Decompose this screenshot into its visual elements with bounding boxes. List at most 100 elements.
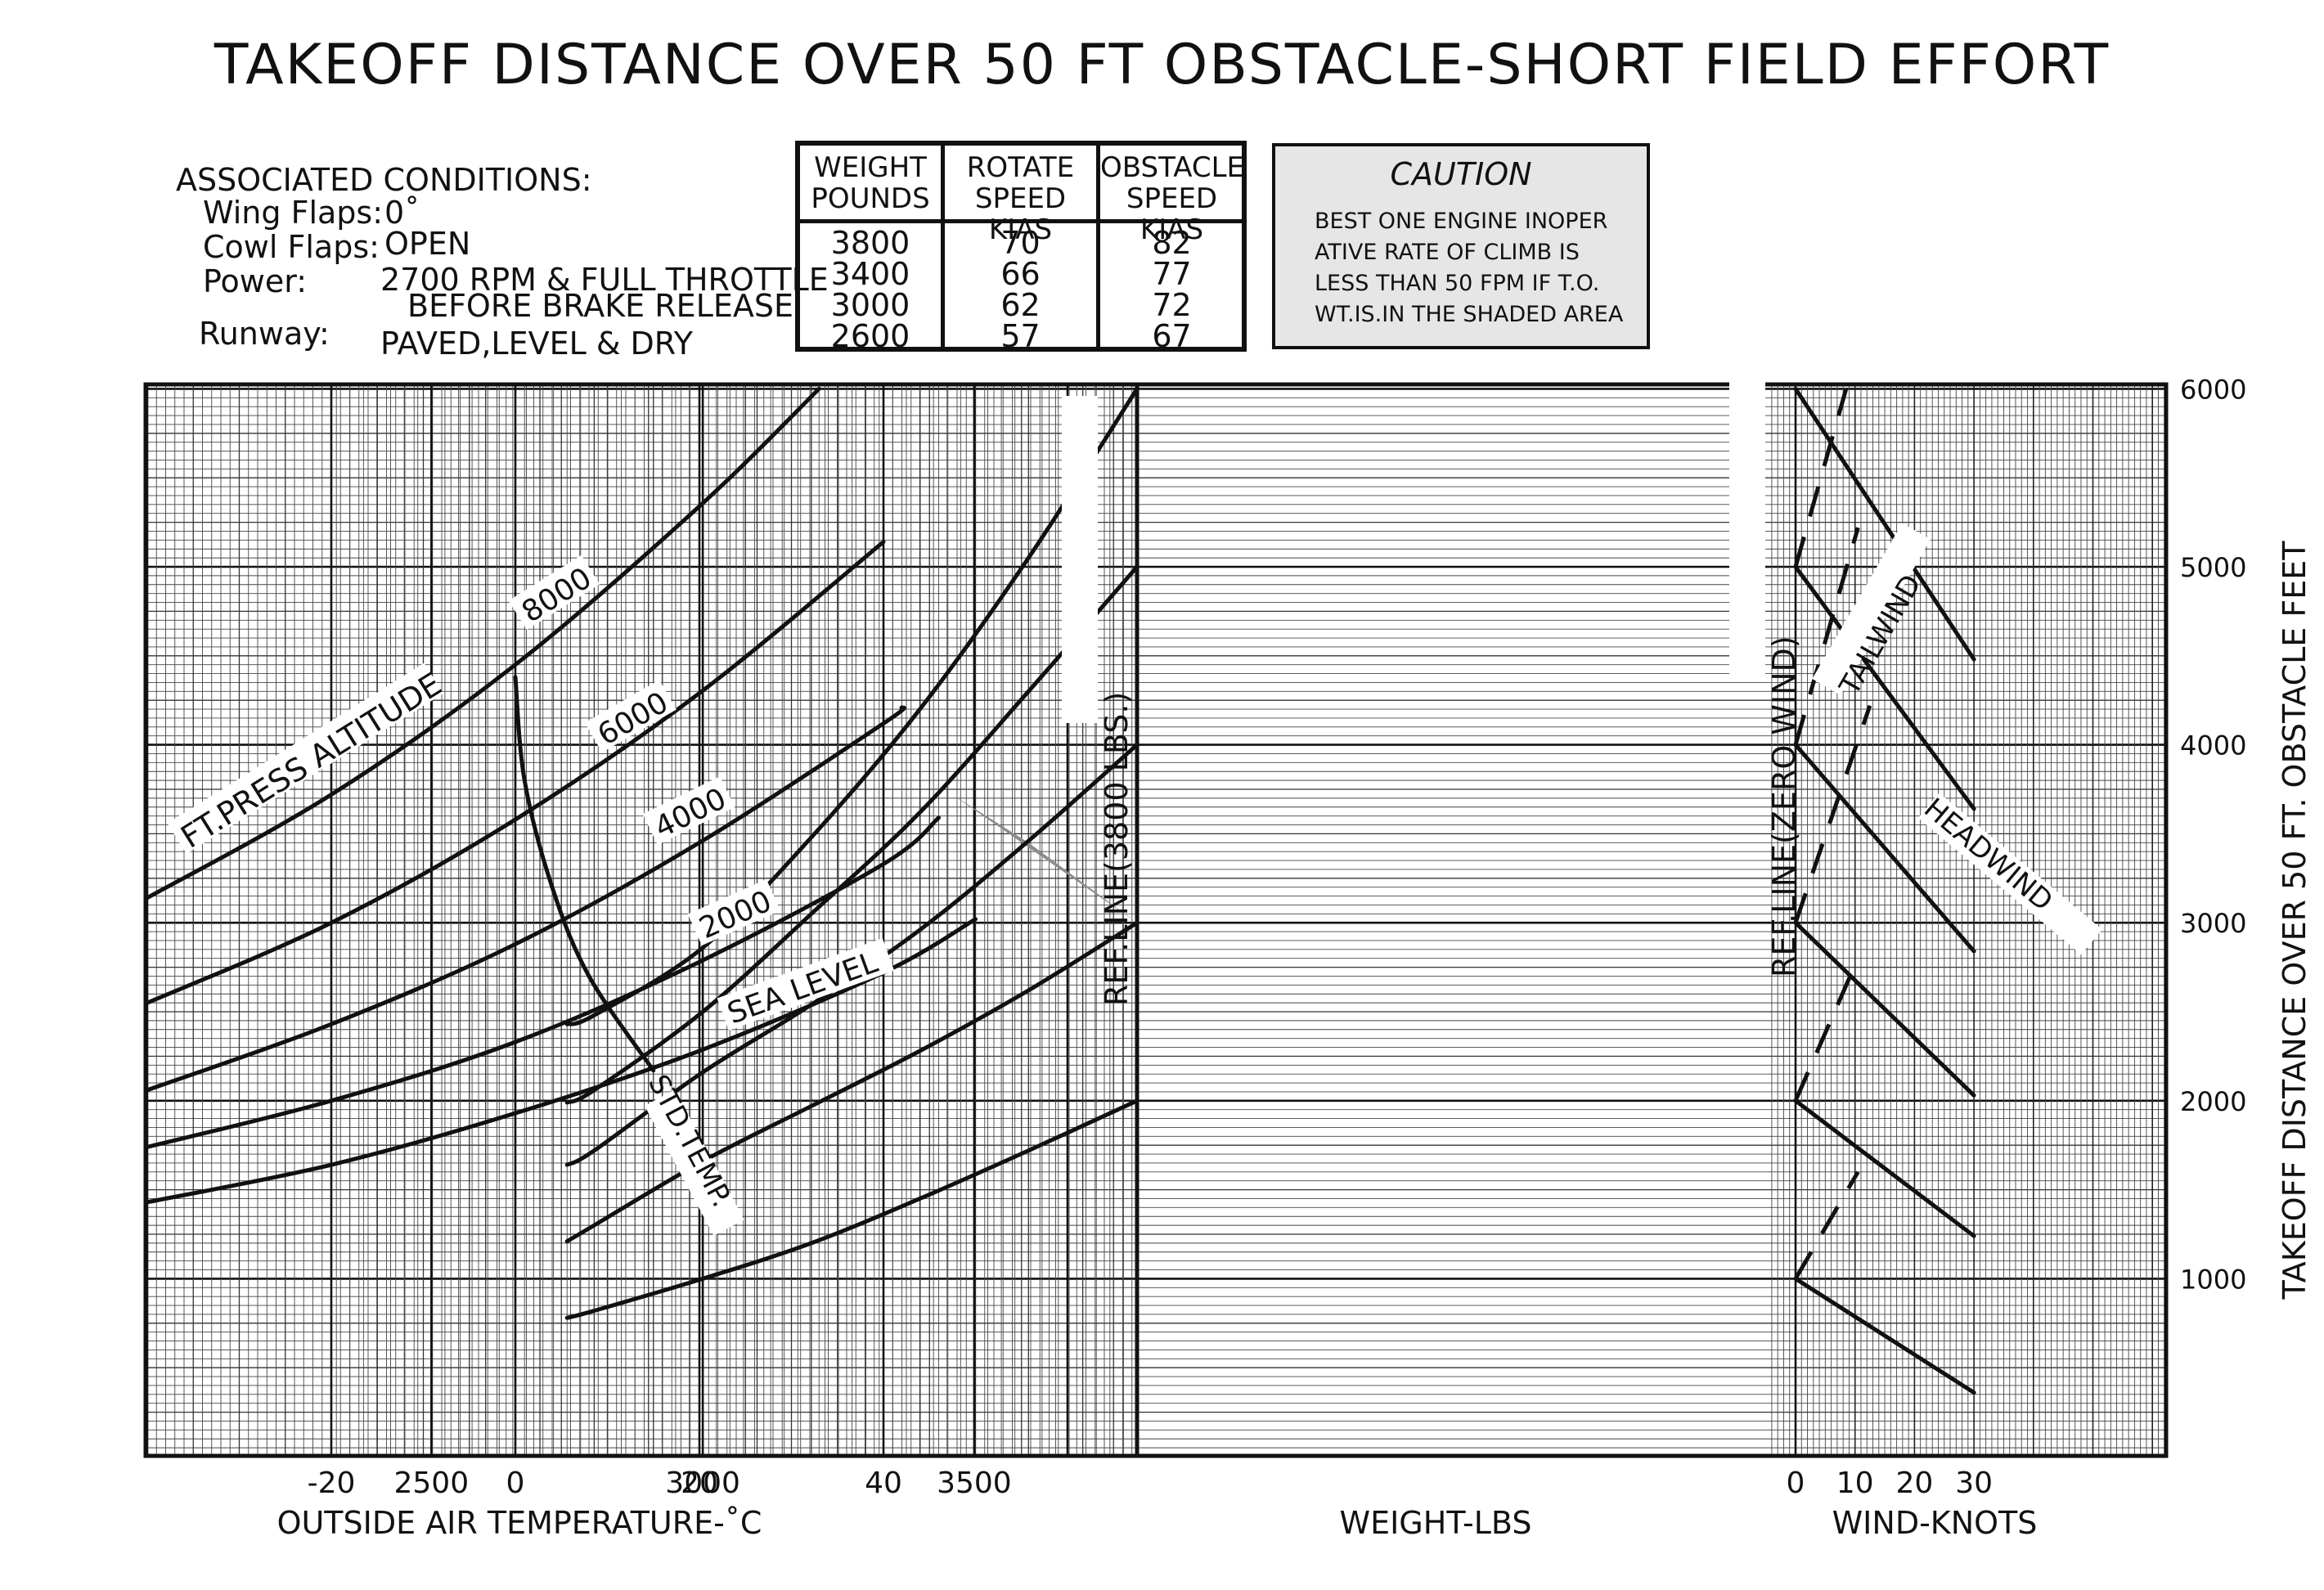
cowl-flaps-value: OPEN: [384, 226, 471, 262]
x-tick-label-temperature: 20: [681, 1466, 718, 1500]
altitude-curve: [145, 815, 941, 1149]
wing-flaps-label: Wing Flaps:: [203, 195, 384, 231]
speed-table: WEIGHT POUNDS 3800 3400 3000 2600 ROTATE SPEED …: [795, 141, 1247, 352]
weight-curve: [564, 564, 1140, 1105]
speed-table-divider: [800, 219, 941, 223]
y-tick-label: 4000: [2180, 730, 2246, 761]
x-tick-label-temperature: 0: [506, 1466, 525, 1500]
x-axis-title-temperature: OUTSIDE AIR TEMPERATURE-˚C: [277, 1505, 762, 1541]
speed-table-cell: 66: [1000, 256, 1041, 292]
speed-table-cell: 77: [1152, 256, 1192, 292]
x-tick-label-wind: 30: [1955, 1466, 1993, 1500]
caution-line-3: LESS THAN 50 FPM IF T.O.: [1315, 271, 1600, 296]
label-background: [1729, 347, 1765, 682]
caution-box: CAUTION BEST ONE ENGINE INOPER ATIVE RAT…: [1272, 143, 1650, 349]
weight-curve: [564, 920, 1140, 1244]
y-tick-label: 3000: [2180, 908, 2246, 939]
speed-table-header: WEIGHT POUNDS: [800, 152, 941, 214]
speed-table-cell: 62: [1000, 287, 1041, 323]
x-axis-title-wind: WIND-KNOTS: [1832, 1505, 2038, 1541]
tailwind-line: [1793, 957, 1860, 1102]
speed-table-column: ROTATE SPEED KIAS 70 66 62 57: [941, 146, 1096, 352]
label-background: [1812, 523, 1931, 696]
cowl-flaps-label: Cowl Flaps:: [203, 229, 380, 265]
label-background: [585, 680, 677, 752]
chart-title: TAKEOFF DISTANCE OVER 50 FT OBSTACLE-SHO…: [214, 33, 2110, 97]
x-axis-title-weight: WEIGHT-LBS: [1340, 1505, 1532, 1541]
caution-line-2: ATIVE RATE OF CLIMB IS: [1315, 240, 1580, 265]
altitude-curve: [145, 705, 906, 1093]
label-background: [1918, 793, 2102, 955]
tailwind-line: [1793, 704, 1872, 924]
conditions-heading: ASSOCIATED CONDITIONS:: [176, 162, 592, 198]
speed-table-cell: 3800: [830, 225, 910, 261]
label-background: [642, 776, 735, 845]
runway-label: Runway:: [199, 316, 330, 352]
pressure-altitude-label: FT.PRESS ALTITUDE: [174, 666, 447, 855]
x-tick-label-weight: 3500: [937, 1466, 1012, 1500]
tailwind-line: [1793, 1170, 1860, 1280]
y-tick-label: 6000: [2180, 374, 2246, 405]
y-axis-title: TAKEOFF DISTANCE OVER 50 FT. OBSTACLE FE…: [2277, 541, 2313, 1300]
x-tick-label-temperature: 40: [865, 1466, 902, 1500]
weight-curve: [564, 386, 1140, 1026]
label-background: [508, 555, 600, 631]
power-value-line-1: 2700 RPM & FULL THROTTLE: [380, 262, 829, 298]
chart-frame: [143, 382, 2169, 1458]
headwind-line: [1793, 564, 1976, 811]
label-background: [687, 878, 780, 945]
speed-table-cell: 72: [1152, 287, 1192, 323]
tailwind-line: [1793, 527, 1860, 746]
speed-table-cell: 70: [1000, 225, 1041, 261]
speed-table-cell: 3000: [830, 287, 910, 323]
y-tick-label: 5000: [2180, 552, 2246, 583]
caution-line-4: WT.IS.IN THE SHADED AREA: [1315, 302, 1624, 327]
speed-table-header-line: POUNDS: [811, 182, 930, 215]
x-tick-label-wind: 20: [1895, 1466, 1933, 1500]
std-temp-label: STD.TEMP.: [641, 1069, 738, 1212]
headwind-label: HEADWIND: [1917, 792, 2059, 918]
y-tick-label: 1000: [2180, 1264, 2246, 1295]
power-value-line-2: BEFORE BRAKE RELEASE: [407, 288, 793, 324]
wing-flaps-value: 0˚: [384, 195, 420, 231]
power-label: Power:: [203, 263, 308, 299]
x-tick-label-temperature: -20: [308, 1466, 356, 1500]
x-tick-label-wind: 0: [1787, 1466, 1805, 1500]
std-temp-curve: [513, 675, 656, 1073]
headwind-line: [1793, 1098, 1976, 1238]
label-background: [167, 662, 443, 854]
headwind-line: [1793, 743, 1976, 954]
speed-table-header-line: ROTATE: [966, 151, 1075, 184]
x-tick-label-weight: 2500: [394, 1466, 470, 1500]
runway-value: PAVED,LEVEL & DRY: [380, 326, 693, 362]
speed-table-header-line: WEIGHT: [814, 151, 927, 184]
altitude-curve: [145, 386, 821, 901]
altitude-curve: [145, 540, 886, 1005]
label-background: [717, 937, 895, 1031]
weight-ref-line-label: REF.LINE(3800 LBS.): [1099, 692, 1135, 1006]
x-tick-label-weight: 3000: [665, 1466, 740, 1500]
speed-table-cell: 82: [1152, 225, 1192, 261]
speed-table-column: WEIGHT POUNDS 3800 3400 3000 2600: [800, 146, 941, 352]
speed-table-cell: 3400: [830, 256, 910, 292]
caution-title: CAUTION: [1390, 156, 1532, 192]
label-background: [1062, 396, 1098, 723]
speed-table-cell: 57: [1000, 318, 1041, 354]
speed-table-cell: 2600: [830, 318, 910, 354]
tailwind-line: [1793, 388, 1849, 568]
x-tick-label-wind: 10: [1836, 1466, 1874, 1500]
wind-ref-line-label: REF.LINE(ZERO WIND): [1766, 636, 1802, 977]
speed-table-cell: 67: [1152, 318, 1192, 354]
headwind-line: [1793, 386, 1976, 662]
weight-curve: [564, 1098, 1140, 1320]
label-background: [645, 1089, 744, 1236]
speed-table-divider: [1100, 219, 1243, 223]
speed-table-divider: [945, 219, 1096, 223]
headwind-line: [1793, 1276, 1976, 1395]
speed-table-header-line: OBSTACLE: [1100, 151, 1245, 184]
y-tick-label: 2000: [2180, 1086, 2246, 1117]
headwind-line: [1793, 920, 1976, 1098]
speed-table-column: OBSTACLE SPEED KIAS 82 77 72 67: [1096, 146, 1245, 352]
caution-line-1: BEST ONE ENGINE INOPER: [1315, 209, 1608, 234]
